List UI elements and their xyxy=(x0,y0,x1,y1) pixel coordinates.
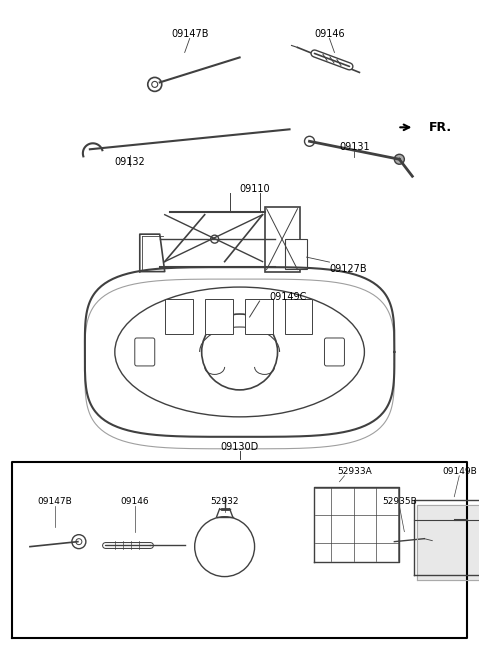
Text: 09127B: 09127B xyxy=(329,264,367,274)
Text: 09132: 09132 xyxy=(114,157,145,168)
Text: 09110: 09110 xyxy=(239,184,270,194)
Text: 09146: 09146 xyxy=(314,30,345,39)
FancyBboxPatch shape xyxy=(245,299,273,334)
FancyBboxPatch shape xyxy=(285,239,307,269)
Circle shape xyxy=(395,154,404,164)
FancyBboxPatch shape xyxy=(285,299,312,334)
FancyBboxPatch shape xyxy=(324,338,345,366)
FancyBboxPatch shape xyxy=(264,207,300,271)
Text: 52935B: 52935B xyxy=(382,497,417,507)
Text: 09149B: 09149B xyxy=(442,467,477,476)
FancyBboxPatch shape xyxy=(204,299,233,334)
Text: 52933A: 52933A xyxy=(337,467,372,476)
Text: 09147B: 09147B xyxy=(171,30,208,39)
Text: 09131: 09131 xyxy=(339,143,370,152)
Text: FR.: FR. xyxy=(429,121,453,134)
Text: 09146: 09146 xyxy=(120,497,149,507)
FancyBboxPatch shape xyxy=(165,299,192,334)
Text: 09149C: 09149C xyxy=(270,292,307,302)
Text: 52932: 52932 xyxy=(210,497,239,507)
FancyBboxPatch shape xyxy=(135,338,155,366)
Polygon shape xyxy=(417,505,480,579)
Text: 09130D: 09130D xyxy=(220,442,259,452)
Text: 09147B: 09147B xyxy=(37,497,72,507)
